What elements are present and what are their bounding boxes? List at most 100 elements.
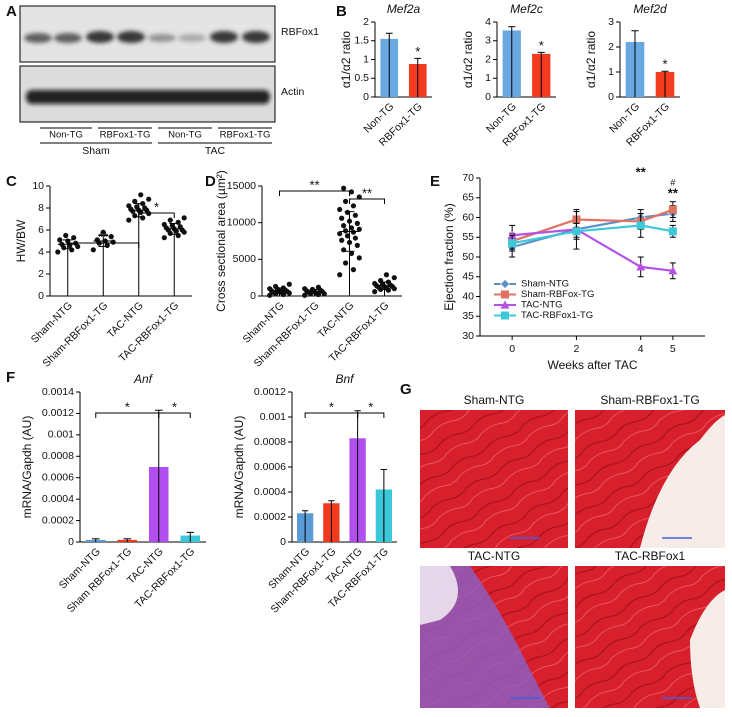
annotation: * — [125, 399, 130, 414]
y-tick-label: 0.0002 — [254, 511, 286, 523]
chart-title: Anf — [133, 372, 154, 386]
y-tick-label: 0.5 — [354, 72, 369, 84]
data-point — [356, 226, 362, 232]
y-axis-label: HW/BW — [14, 219, 28, 262]
y-tick-label: 15000 — [227, 180, 256, 192]
marker — [500, 279, 510, 289]
data-point — [341, 185, 347, 191]
data-point — [90, 247, 96, 253]
x-tick-label: TAC-RBFox1-TG — [116, 300, 181, 365]
data-point — [177, 224, 183, 230]
panel-label: C — [6, 173, 17, 190]
chart-title: Mef2c — [510, 2, 543, 16]
y-tick-label: 0.0012 — [42, 407, 74, 419]
data-point — [337, 231, 343, 237]
data-point — [342, 228, 349, 234]
blot: RBFox1 Actin Non-TG RBFox1-TG Non-TG RBF… — [19, 5, 319, 157]
data-point — [372, 280, 378, 287]
legend-label: TAC-RBFox1-TG — [521, 310, 593, 321]
data-point — [350, 229, 357, 235]
lane-label: RBFox1-TG — [220, 130, 271, 141]
data-point — [344, 209, 351, 215]
data-point — [63, 232, 69, 239]
y-tick-label: 2 — [608, 41, 614, 53]
y-tick-label: 0 — [280, 536, 286, 548]
data-point — [140, 215, 146, 221]
y-tick-label: 0.0012 — [254, 386, 286, 398]
y-tick-label: 50 — [462, 251, 474, 263]
annotation: ** — [98, 229, 108, 244]
annotation: ** — [668, 185, 679, 200]
y-tick-label: 2 — [485, 53, 491, 65]
panel-label: D — [205, 173, 216, 190]
y-tick-label: 60 — [462, 211, 474, 223]
y-tick-label: 70 — [462, 172, 474, 184]
data-point — [110, 239, 116, 245]
y-tick-label: 55 — [462, 231, 474, 243]
y-tick-label: 40 — [462, 290, 474, 302]
data-point — [350, 203, 357, 209]
y-tick-label: 45 — [462, 271, 474, 283]
annotation: ** — [636, 164, 647, 179]
data-point — [302, 286, 308, 292]
y-tick-label: 0.001 — [48, 429, 74, 441]
data-point — [302, 292, 308, 298]
chart: 0 0.0002 0.0004 0.0006 0.0008 0.001 0.0012 Bnf m… — [232, 372, 397, 616]
y-tick-label: 0 — [68, 536, 74, 548]
y-tick-label: 0.0006 — [42, 471, 74, 483]
marker — [668, 266, 678, 275]
marker — [668, 205, 677, 214]
y-tick-label: 1.5 — [354, 35, 369, 47]
y-tick-label: 5000 — [233, 253, 257, 265]
data-point — [348, 189, 355, 195]
data-point — [108, 234, 114, 240]
data-point — [71, 235, 77, 241]
y-tick-label: 2 — [38, 268, 44, 280]
data-point — [142, 205, 148, 211]
data-point — [126, 217, 132, 223]
data-point — [348, 250, 355, 257]
band-label: Actin — [281, 86, 305, 98]
y-tick-label: 0 — [38, 290, 44, 302]
data-point — [181, 215, 187, 221]
marker — [508, 239, 517, 248]
marker — [572, 227, 581, 236]
chart: 0 0.0002 0.0004 0.0006 0.0008 0.001 0.0012 0.00… — [20, 372, 206, 615]
annotation: * — [329, 399, 334, 414]
y-tick-label: 0.001 — [260, 411, 286, 423]
marker — [500, 300, 510, 309]
data-point — [161, 221, 167, 228]
data-point — [354, 220, 360, 226]
data-point — [175, 219, 181, 225]
annotation: # — [670, 177, 675, 187]
data-point — [344, 233, 351, 239]
annotation: * — [368, 399, 373, 414]
annotation: * — [539, 38, 544, 53]
y-tick-label: 65 — [462, 192, 474, 204]
bands — [24, 31, 270, 104]
data-point — [132, 198, 138, 204]
legend-label: Sham-RBFox-TG — [521, 289, 594, 300]
series-line — [512, 228, 673, 272]
series-line — [511, 224, 674, 245]
x-tick-label: Sham-RBFox1-TG — [40, 300, 110, 370]
lane-label: Non-TG — [49, 130, 83, 141]
marker — [501, 290, 509, 299]
y-axis-label: α1/α2 ratio — [584, 31, 598, 89]
lane-label: RBFox1-TG — [100, 130, 151, 141]
data-point — [356, 255, 362, 261]
data-point — [391, 275, 397, 281]
legend-label: Sham-NTG — [521, 279, 569, 290]
group-label: TAC — [205, 145, 226, 157]
annotation: ** — [362, 185, 372, 200]
data-point — [352, 212, 358, 218]
histology-label: Sham-RBFox1-TG — [600, 393, 699, 407]
data-point — [342, 260, 349, 266]
y-tick-label: 0 — [485, 91, 491, 103]
x-axis-label: Weeks after TAC — [547, 358, 637, 372]
